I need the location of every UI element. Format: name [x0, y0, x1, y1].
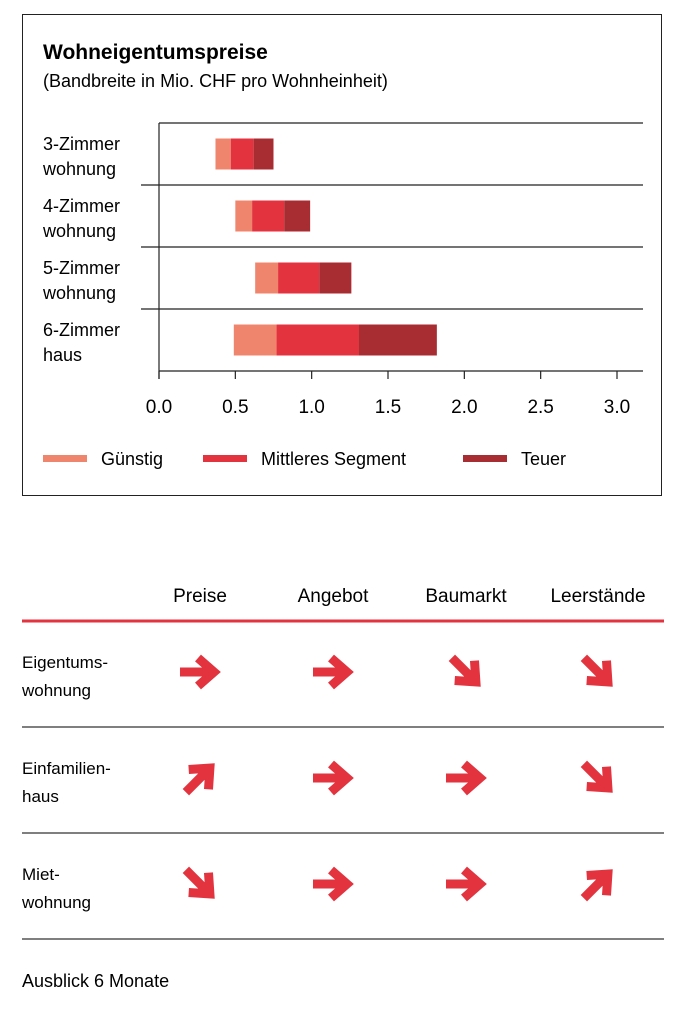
bar-segment: [215, 138, 231, 170]
category-label: 4-Zimmer: [43, 196, 120, 216]
bar-segment: [253, 138, 274, 170]
row-label: Einfamilien-: [22, 759, 111, 778]
chart-title: Wohneigentumspreise: [43, 41, 268, 64]
legend-label: Teuer: [521, 449, 566, 469]
category-label: wohnung: [42, 221, 116, 241]
row-label: Eigentums-: [22, 653, 108, 672]
row-label: Miet-: [22, 865, 60, 884]
chart-panel: Wohneigentumspreise (Bandbreite in Mio. …: [22, 14, 662, 496]
bar-segment: [284, 200, 311, 232]
outlook-table: Preise Angebot Baumarkt Leerstände Eigentums…: [21, 586, 664, 991]
bar-segment: [319, 262, 352, 294]
category-label: wohnung: [42, 283, 116, 303]
x-tick-label: 0.0: [146, 397, 172, 418]
bar-chart: Wohneigentumspreise (Bandbreite in Mio. …: [42, 41, 643, 469]
x-tick-label: 2.0: [451, 397, 477, 418]
arrow-icon: [580, 654, 613, 687]
legend-swatch: [463, 455, 507, 462]
category-label: 6-Zimmer: [43, 320, 120, 340]
bar-segment: [252, 200, 285, 232]
category-label: haus: [43, 345, 82, 365]
arrow-icon: [182, 763, 215, 796]
arrow-icon: [313, 866, 354, 902]
column-header: Baumarkt: [425, 586, 507, 607]
legend-label: Mittleres Segment: [261, 449, 406, 469]
bar-segment: [276, 324, 359, 356]
x-tick-label: 2.5: [527, 397, 553, 418]
arrow-icon: [580, 760, 613, 793]
column-header: Angebot: [298, 586, 370, 607]
legend-label: Günstig: [101, 449, 163, 469]
x-tick-label: 3.0: [604, 397, 630, 418]
arrow-icon: [446, 866, 487, 902]
category-label: wohnung: [42, 159, 116, 179]
row-label: wohnung: [21, 893, 91, 912]
arrow-icon: [313, 760, 354, 796]
outlook-footer: Ausblick 6 Monate: [22, 971, 169, 991]
legend-swatch: [203, 455, 247, 462]
chart-subtitle: (Bandbreite in Mio. CHF pro Wohnheinheit…: [43, 71, 388, 91]
arrow-icon: [180, 654, 221, 690]
bar-segment: [233, 324, 277, 356]
arrow-icon: [580, 869, 613, 902]
column-header: Leerstände: [550, 586, 645, 607]
bar-segment: [255, 262, 279, 294]
arrow-icon: [182, 866, 215, 899]
bar-segment: [278, 262, 320, 294]
arrow-icon: [313, 654, 354, 690]
row-label: haus: [22, 787, 59, 806]
row-label: wohnung: [21, 681, 91, 700]
category-label: 3-Zimmer: [43, 134, 120, 154]
bar-segment: [235, 200, 253, 232]
x-tick-label: 0.5: [222, 397, 248, 418]
category-label: 5-Zimmer: [43, 258, 120, 278]
bar-segment: [230, 138, 254, 170]
x-tick-label: 1.0: [298, 397, 324, 418]
x-tick-label: 1.5: [375, 397, 401, 418]
legend-swatch: [43, 455, 87, 462]
arrow-icon: [446, 760, 487, 796]
arrow-icon: [448, 654, 481, 687]
column-header: Preise: [173, 586, 227, 607]
bar-segment: [358, 324, 437, 356]
